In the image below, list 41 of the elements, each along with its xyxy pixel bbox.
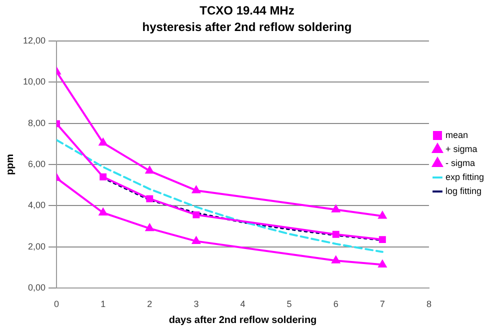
x-axis-title: days after 2nd reflow soldering [168,314,317,326]
point [192,236,200,244]
point [146,224,154,232]
point [378,212,386,219]
point [146,166,154,174]
legend-label: mean [445,130,468,140]
x-tick-label: 0 [54,299,60,310]
legend-label: - sigma [445,158,475,168]
point [332,230,340,238]
legend-label: + sigma [445,144,478,154]
y-axis-title: ppm [4,154,16,176]
y-tick-label: 10,00 [22,76,46,87]
legend-label: exp fitting [445,172,484,182]
point [378,260,386,268]
y-tick-label: 8,00 [28,118,46,128]
y-tick-label: 12,00 [22,35,46,46]
y-tick-label: 0,00 [28,282,46,293]
point [99,138,108,146]
x-tick-label: 7 [380,299,385,310]
x-tick-label: 3 [194,299,199,310]
point [192,186,200,194]
x-tick-label: 5 [286,299,292,310]
x-tick-label: 4 [240,299,246,310]
legend-label: log fitting [445,186,482,196]
x-tick-label: 8 [426,299,432,310]
point [192,211,200,218]
line-series [56,138,384,253]
x-tick-label: 1 [100,299,106,310]
point [332,205,340,212]
x-tick-label: 6 [333,299,338,310]
y-tick-label: 2,00 [28,241,46,252]
y-tick-label: 4,00 [28,200,46,210]
point [99,208,108,216]
point [146,195,154,202]
chart-subtitle: hysteresis after 2nd reflow soldering [142,20,352,34]
point [378,236,386,244]
point [332,256,340,264]
x-tick-label: 2 [147,299,152,310]
point [100,173,107,180]
y-tick-label: 6,00 [28,158,46,169]
chart-title: TCXO 19.44 MHz [200,4,294,18]
